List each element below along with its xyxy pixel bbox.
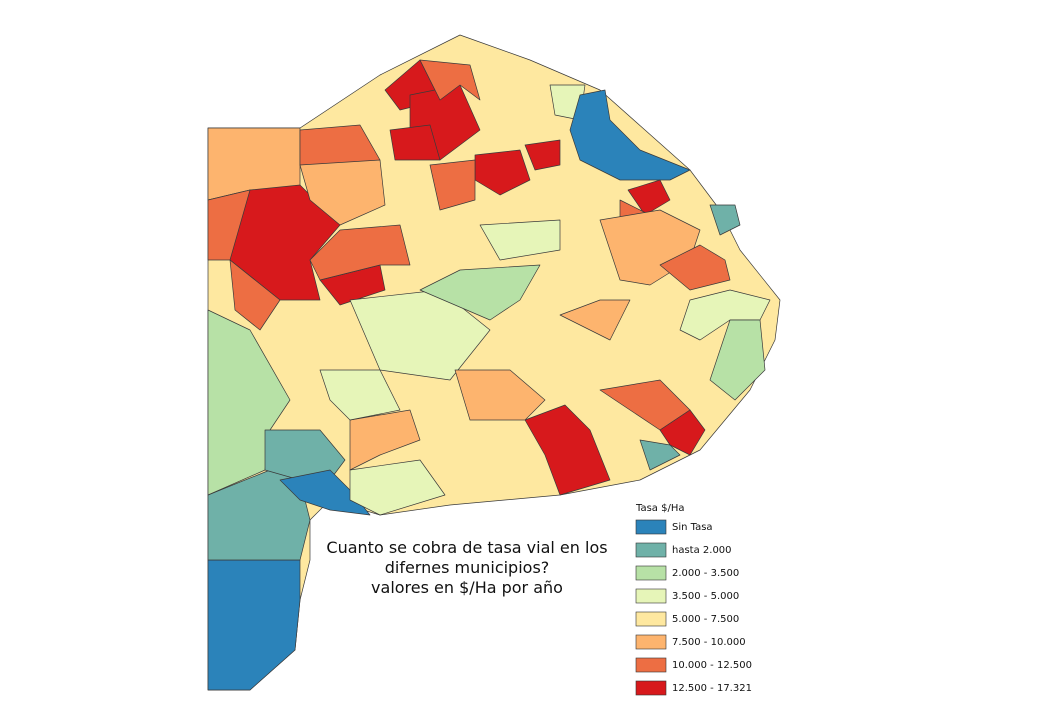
municipality [639, 439, 681, 471]
legend-swatch [635, 611, 667, 627]
municipalities [207, 34, 781, 691]
municipality [569, 89, 691, 181]
municipality [299, 159, 386, 226]
legend-swatch [635, 588, 667, 604]
municipality [279, 469, 371, 516]
legend-label: 12.500 - 17.321 [672, 683, 752, 694]
municipality [627, 179, 671, 216]
municipality [419, 59, 481, 101]
legend-label: 2.000 - 3.500 [672, 568, 739, 579]
caption-line: difernes municipios? [385, 558, 550, 577]
municipality [659, 409, 706, 456]
legend-label: 5.000 - 7.500 [672, 614, 739, 625]
municipality [454, 369, 546, 421]
municipality [229, 259, 281, 331]
municipality [479, 219, 561, 261]
caption-line: Cuanto se cobra de tasa vial en los [326, 538, 607, 557]
legend-swatch [635, 565, 667, 581]
caption-line: valores en $/Ha por año [371, 578, 563, 597]
legend-swatch [635, 519, 667, 535]
municipality [319, 369, 401, 421]
legend-label: 10.000 - 12.500 [672, 660, 752, 671]
municipality [709, 319, 766, 401]
municipality [349, 459, 446, 516]
municipality [524, 139, 561, 171]
legend-label: 7.500 - 10.000 [672, 637, 746, 648]
municipality [309, 224, 411, 281]
legend-swatch [635, 657, 667, 673]
legend-swatch [635, 542, 667, 558]
legend-swatch [635, 680, 667, 696]
municipality [207, 559, 301, 691]
municipality [559, 299, 631, 341]
municipality [349, 409, 421, 471]
municipality [659, 244, 731, 291]
legend-label: hasta 2.000 [672, 545, 732, 556]
municipality [524, 404, 611, 496]
municipality [429, 159, 476, 211]
municipality [419, 264, 541, 321]
legend-title: Tasa $/Ha [635, 503, 684, 514]
legend-label: 3.500 - 5.000 [672, 591, 739, 602]
municipality [709, 204, 741, 236]
municipality [389, 124, 441, 161]
legend-label: Sin Tasa [672, 522, 713, 533]
legend-swatch [635, 634, 667, 650]
